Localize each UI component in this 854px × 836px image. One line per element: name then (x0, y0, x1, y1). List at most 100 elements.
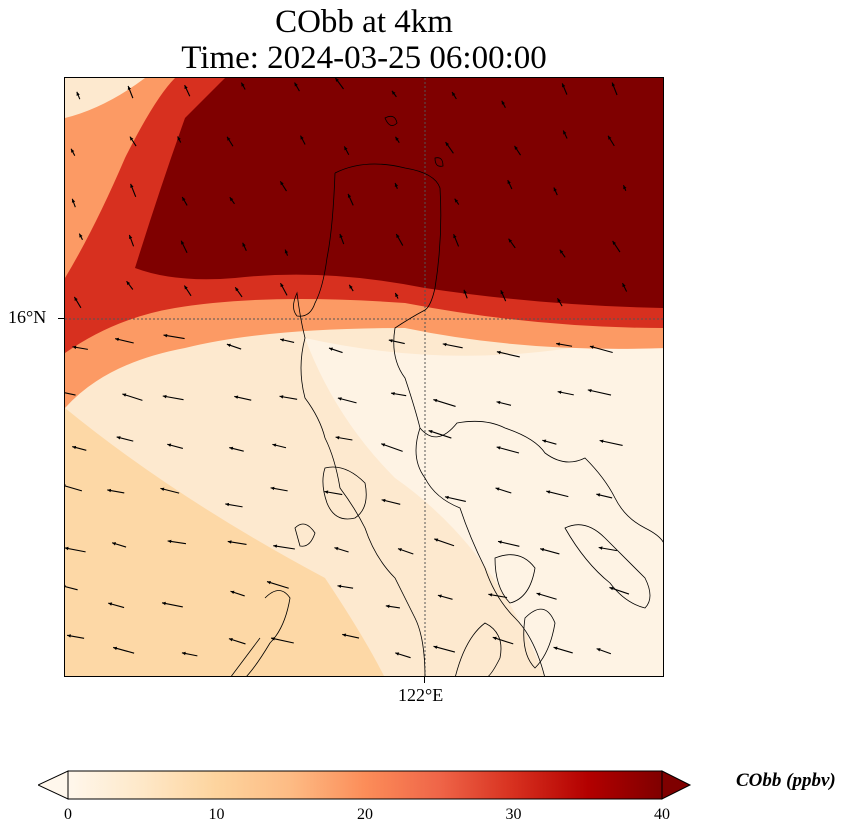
wind-arrowhead (514, 145, 518, 150)
wind-arrowhead (342, 633, 347, 637)
wind-arrowhead (496, 400, 501, 405)
wind-arrowhead (463, 289, 467, 294)
wind-arrowhead (129, 234, 133, 239)
colorbar-gradient (67, 770, 663, 800)
wind-arrowhead (445, 142, 450, 146)
wind-arrowhead (184, 285, 188, 290)
wind-arrowhead (442, 342, 447, 347)
wind-arrowhead (501, 100, 505, 105)
wind-arrowhead (177, 136, 181, 141)
wind-arrowhead (280, 283, 284, 288)
wind-arrowhead (234, 395, 239, 399)
wind-arrowhead (273, 544, 278, 548)
wind-arrowhead (270, 486, 275, 491)
colorbar (38, 770, 692, 800)
wind-arrow (587, 389, 612, 396)
coastline-island (384, 115, 444, 167)
lon-tick-mark (424, 677, 425, 683)
wind-arrowhead (335, 436, 340, 440)
wind-arrow (589, 345, 613, 354)
low-concentration-region (305, 328, 663, 676)
wind-arrowhead (74, 296, 78, 301)
wind-arrowhead (227, 540, 232, 544)
wind-arrowhead (498, 540, 502, 544)
wind-arrowhead (279, 395, 284, 399)
wind-arrowhead (599, 439, 604, 443)
wind-arrowhead (553, 646, 558, 650)
wind-arrowhead (444, 495, 449, 500)
wind-arrowhead (556, 342, 561, 346)
wind-arrowhead (163, 333, 168, 338)
wind-arrowhead (129, 136, 134, 141)
coastline (293, 163, 663, 676)
wind-arrowhead (559, 249, 564, 254)
wind-arrowhead (328, 347, 333, 351)
wind-arrowhead (242, 242, 246, 247)
colorbar-tick-label: 0 (64, 806, 72, 823)
wind-arrowhead (452, 91, 456, 96)
colorbar-tick-label: 40 (654, 806, 670, 823)
wind-arrowhead (229, 197, 234, 202)
wind-arrowhead (609, 586, 614, 591)
wind-arrowhead (230, 590, 235, 595)
wind-arrowhead (428, 430, 433, 434)
wind-arrowhead (598, 546, 603, 550)
wind-arrow (433, 399, 456, 407)
wind-arrowhead (557, 390, 562, 395)
wind-arrow (496, 446, 520, 454)
wind-vectors (65, 78, 630, 659)
wind-arrowhead (113, 646, 118, 651)
colorbar-tick-label: 30 (505, 806, 522, 823)
wind-arrow (65, 585, 78, 591)
wind-arrowhead (495, 487, 500, 491)
wind-arrowhead (396, 233, 400, 238)
coastline-island (523, 608, 556, 669)
wind-arrowhead (433, 645, 438, 649)
coastline-island (322, 466, 367, 520)
wind-arrowhead (454, 198, 459, 203)
wind-arrowhead (235, 287, 239, 292)
wind-arrowhead (227, 136, 231, 141)
wind-arrowhead (391, 90, 396, 95)
wind-arrowhead (272, 443, 277, 447)
wind-arrowhead (65, 546, 69, 551)
wind-arrowhead (65, 584, 66, 588)
wind-arrowhead (433, 398, 438, 403)
wind-arrowhead (71, 148, 75, 153)
wind-arrowhead (112, 542, 117, 546)
wind-arrowhead (181, 240, 185, 245)
very-high-concentration-region (135, 78, 663, 308)
wind-arrow (546, 490, 569, 498)
coastline-island (564, 524, 651, 609)
wind-arrowhead (553, 187, 557, 192)
wind-arrowhead (324, 490, 329, 494)
wind-arrowhead (337, 397, 342, 401)
wind-arrowhead (508, 238, 513, 243)
colorbar-extend-high (661, 770, 692, 800)
wind-arrow (113, 646, 135, 654)
wind-arrowhead (563, 130, 567, 135)
wind-arrowhead (608, 135, 612, 140)
wind-arrowhead (349, 284, 353, 289)
coastline-island (294, 523, 316, 547)
moderate-concentration-region (65, 408, 384, 676)
wind-arrowhead (160, 487, 165, 491)
wind-arrowhead (228, 638, 233, 642)
wind-arrowhead (335, 78, 339, 82)
wind-arrowhead (79, 233, 83, 238)
wind-arrowhead (115, 337, 120, 342)
wind-arrowhead (347, 193, 352, 198)
wind-arrowhead (395, 136, 399, 141)
wind-arrow (270, 637, 294, 644)
wind-arrowhead (587, 388, 592, 393)
wind-arrowhead (127, 85, 132, 90)
wind-arrowhead (122, 393, 127, 397)
wind-arrowhead (507, 180, 511, 185)
wind-arrowhead (488, 593, 493, 597)
colorbar-tick-label: 20 (357, 806, 373, 823)
wind-arrowhead (107, 488, 112, 493)
wind-arrow (496, 351, 520, 358)
wind-arrowhead (381, 498, 386, 503)
wind-arrowhead (623, 185, 627, 190)
wind-arrowhead (241, 82, 245, 87)
